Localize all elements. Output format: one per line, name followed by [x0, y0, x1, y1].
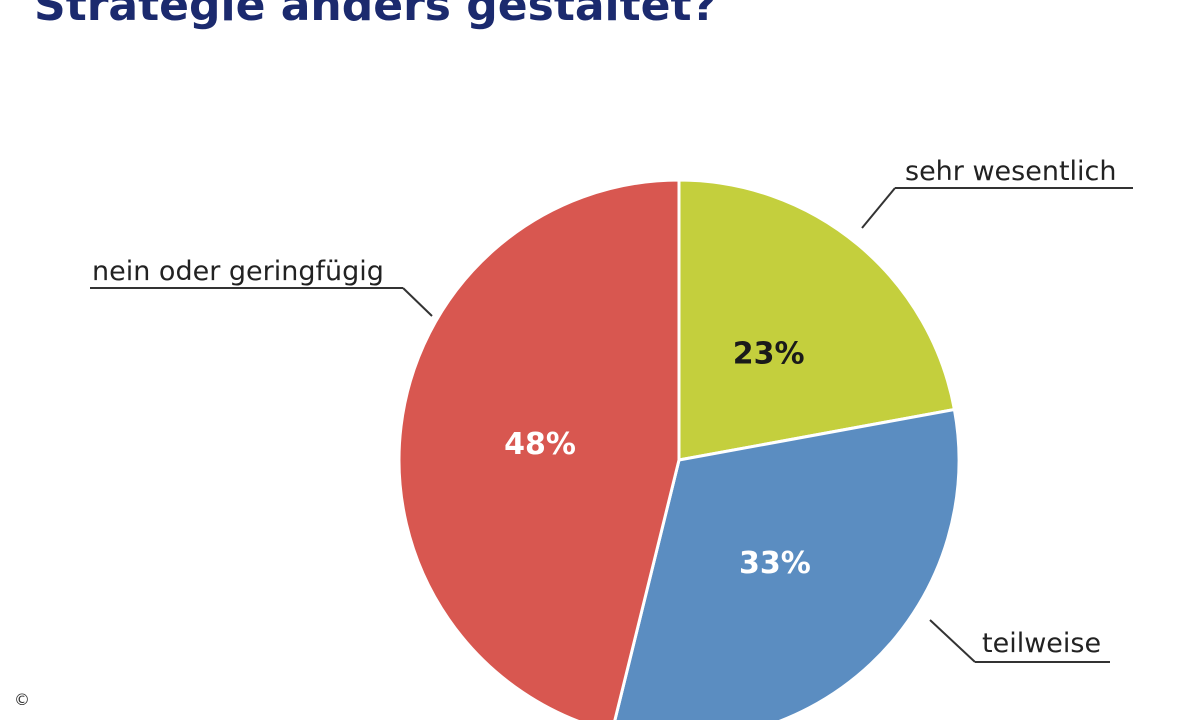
pie-slice — [677, 178, 957, 462]
pie-slice — [397, 178, 681, 720]
category-label: sehr wesentlich — [905, 156, 1117, 187]
category-label: teilweise — [982, 628, 1101, 659]
category-label: nein oder geringfügig — [92, 256, 384, 287]
pie-slice — [613, 407, 961, 720]
leader-line — [929, 619, 976, 663]
value-label: 48% — [504, 427, 576, 462]
copyright: © — [14, 690, 30, 709]
leader-line — [402, 287, 433, 317]
chart-title: Strategie anders gestaltet? — [34, 0, 717, 31]
leader-line — [861, 187, 896, 229]
value-label: 23% — [733, 336, 805, 371]
value-label: 33% — [739, 546, 811, 581]
